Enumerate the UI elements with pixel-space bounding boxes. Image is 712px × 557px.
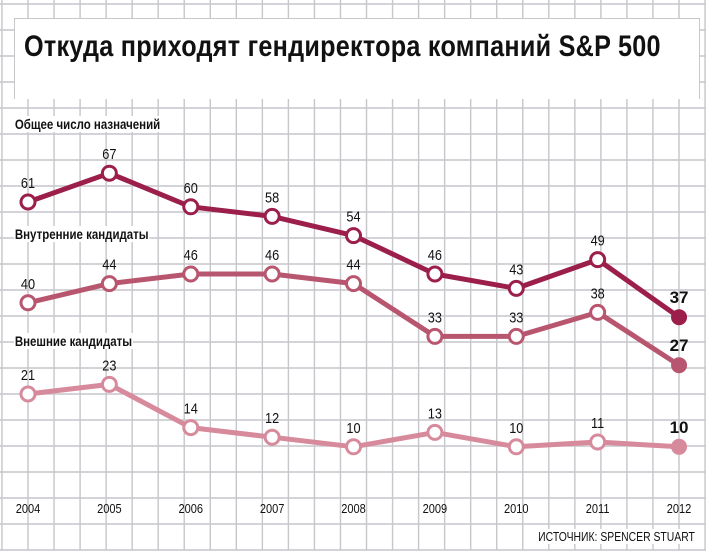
series-label-external: Внешние кандидаты [14, 333, 133, 349]
data-label: 27 [670, 336, 689, 355]
data-point [19, 294, 37, 312]
data-point [345, 227, 363, 245]
data-point [426, 423, 444, 441]
data-label: 10 [509, 419, 523, 436]
data-point [19, 193, 37, 211]
data-point [589, 303, 607, 321]
x-tick-label: 2012 [667, 501, 692, 516]
series-label-internal: Внутренние кандидаты [14, 226, 150, 242]
data-label: 12 [265, 409, 279, 426]
data-point [589, 433, 607, 451]
data-point [19, 385, 37, 403]
data-point [182, 198, 200, 216]
data-label: 10 [346, 419, 360, 436]
data-label: 67 [102, 145, 116, 162]
data-label: 43 [509, 260, 523, 277]
data-point [671, 438, 688, 455]
data-label: 58 [265, 188, 279, 205]
x-tick-label: 2009 [423, 501, 448, 516]
data-point [426, 327, 444, 345]
x-tick-label: 2007 [260, 501, 285, 516]
data-label: 46 [265, 246, 279, 263]
data-label: 61 [21, 174, 35, 191]
x-tick-label: 2010 [504, 501, 529, 516]
data-point [100, 275, 118, 293]
data-point [589, 251, 607, 269]
data-point [507, 279, 525, 297]
data-label: 49 [591, 232, 605, 249]
data-point [426, 265, 444, 283]
data-label: 14 [184, 400, 198, 417]
data-label: 33 [428, 308, 442, 325]
data-label: 46 [428, 246, 442, 263]
source-note: ИСТОЧНИК: SPENCER STUART [538, 529, 695, 544]
data-label: 46 [184, 246, 198, 263]
data-point [263, 207, 281, 225]
x-tick-label: 2006 [178, 501, 203, 516]
series-label-total: Общее число назначений [14, 116, 162, 132]
x-tick-label: 2004 [16, 501, 41, 516]
data-point [345, 275, 363, 293]
data-point [100, 164, 118, 182]
data-point [671, 357, 688, 374]
data-label: 23 [102, 356, 116, 373]
data-point [100, 375, 118, 393]
data-label: 37 [670, 288, 689, 307]
data-point [263, 428, 281, 446]
data-point [263, 265, 281, 283]
x-tick-label: 2008 [341, 501, 366, 516]
x-tick-label: 2005 [97, 501, 122, 516]
data-label: 60 [184, 179, 198, 196]
series-line [27, 170, 681, 320]
chart-title: Откуда приходят гендиректора компаний S&… [24, 30, 661, 63]
data-label: 38 [591, 284, 605, 301]
x-tick-label: 2011 [586, 501, 610, 516]
data-point [507, 327, 525, 345]
data-label: 11 [591, 414, 604, 431]
data-point [182, 419, 200, 437]
data-label: 10 [670, 418, 689, 437]
data-label: 54 [346, 208, 360, 225]
data-point [507, 438, 525, 456]
data-label: 40 [21, 275, 35, 292]
title-box [14, 18, 700, 99]
data-point [182, 265, 200, 283]
data-point [345, 438, 363, 456]
data-label: 44 [346, 256, 360, 273]
data-label: 13 [428, 404, 442, 421]
data-point [671, 309, 688, 326]
data-label: 21 [21, 366, 35, 383]
data-label: 33 [509, 308, 523, 325]
data-label: 44 [102, 256, 116, 273]
